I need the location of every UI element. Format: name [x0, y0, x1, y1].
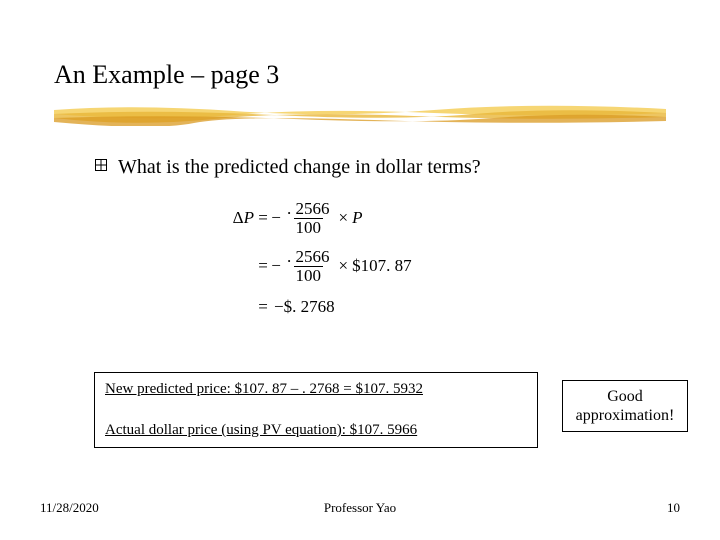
footer-author: Professor Yao — [0, 500, 720, 516]
eq2-tail: $107. 87 — [352, 256, 412, 275]
approximation-callout: Good approximation! — [562, 380, 688, 432]
equation-line-1: ΔP = − . 2566 100 × P — [220, 198, 412, 238]
slide-title: An Example – page 3 — [54, 60, 279, 90]
equation-block: ΔP = − . 2566 100 × P = − . 2566 100 × $… — [220, 198, 412, 328]
eq1-numerator: . 2566 — [285, 200, 332, 218]
bullet-icon — [94, 158, 108, 172]
eq1-denominator: 100 — [294, 218, 324, 237]
bullet-text: What is the predicted change in dollar t… — [118, 154, 481, 180]
approx-line1: Good — [607, 388, 643, 405]
eq1-times: × — [335, 208, 353, 228]
title-underline-decor — [54, 104, 666, 126]
equation-line-2: = − . 2566 100 × $107. 87 — [220, 246, 412, 286]
bullet-item: What is the predicted change in dollar t… — [94, 154, 481, 180]
results-box: New predicted price: $107. 87 – . 2768 =… — [94, 372, 538, 448]
actual-price-line: Actual dollar price (using PV equation):… — [105, 422, 527, 439]
eq3-result: −$. 2768 — [270, 297, 335, 317]
eq1-tail: P — [352, 208, 362, 228]
approx-line2: approximation! — [576, 407, 675, 424]
eq2-numerator: . 2566 — [285, 248, 332, 266]
eq2-denominator: 100 — [294, 266, 324, 285]
predicted-price-line: New predicted price: $107. 87 – . 2768 =… — [105, 381, 527, 398]
footer-page-number: 10 — [667, 500, 680, 516]
slide: An Example – page 3 What is the predicte… — [0, 0, 720, 540]
equation-line-3: = −$. 2768 — [220, 294, 412, 320]
eq2-times: × — [335, 256, 353, 276]
